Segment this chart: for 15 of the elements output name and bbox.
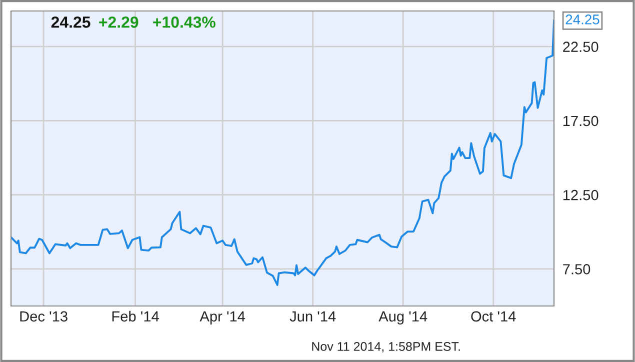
x-tick-label: Oct '14: [471, 311, 516, 322]
annotation: 24.25: [51, 16, 90, 28]
y-tick-label: 12.50: [563, 190, 598, 200]
x-tick-label: Apr '14: [200, 311, 246, 324]
text: Nov 11 2014, 1:58PM EST.: [312, 342, 460, 352]
x-tick-label: Dec '13: [20, 311, 68, 322]
annotation: +10.43%: [153, 16, 216, 28]
x-tick-label: Aug '14: [378, 311, 428, 324]
x-tick-label: Jun '14: [290, 311, 336, 322]
annotation: 24.25: [566, 14, 600, 24]
y-tick-label: 22.50: [563, 42, 598, 52]
x-tick-label: Feb '14: [112, 310, 159, 322]
y-tick-label: 17.50: [563, 116, 598, 126]
annotation: +2.29: [99, 16, 138, 28]
y-tick-label: 7.50: [563, 264, 590, 274]
